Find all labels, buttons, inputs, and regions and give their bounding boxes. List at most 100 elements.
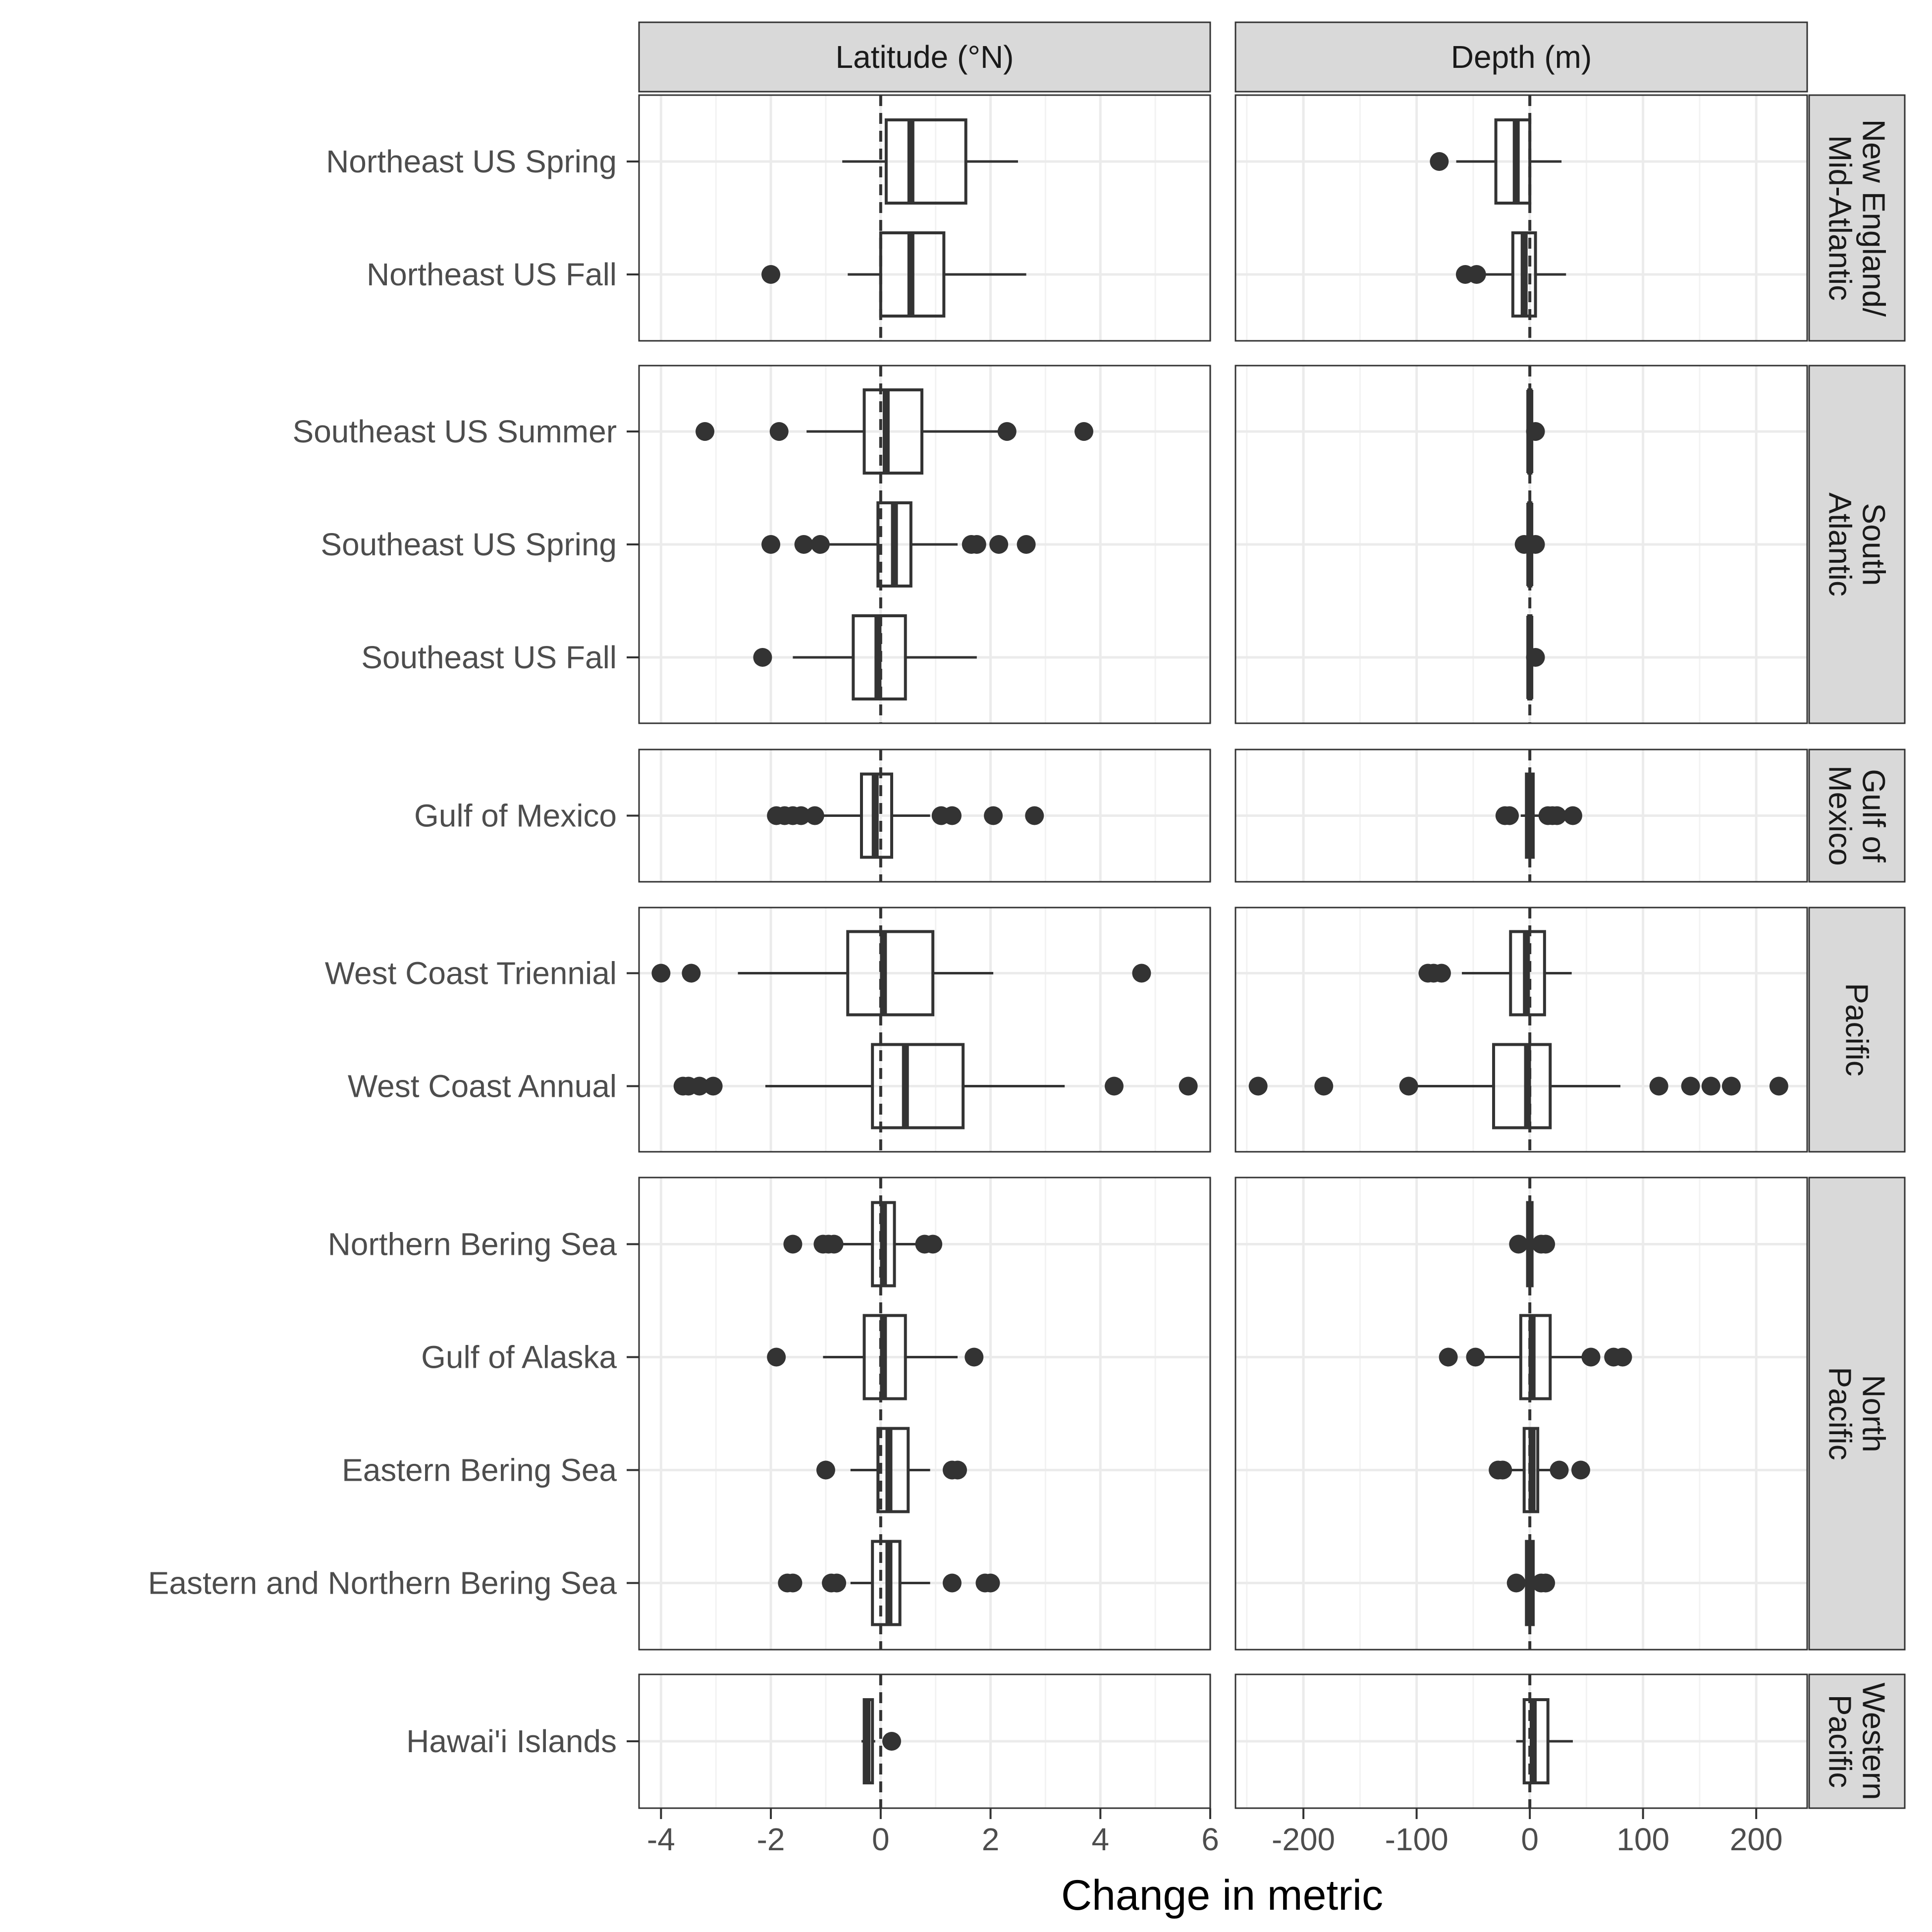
x-tick-label: 4 <box>1091 1822 1109 1857</box>
x-tick-label: -4 <box>647 1822 675 1857</box>
outlier-point <box>1681 1076 1700 1096</box>
y-tick-label: Northeast US Spring <box>326 144 617 179</box>
row-strip-label: Pacific <box>1823 1695 1858 1788</box>
outlier-point <box>948 1460 967 1480</box>
outlier-point <box>997 422 1017 441</box>
outlier-point <box>1526 422 1545 441</box>
outlier-point <box>783 1234 803 1254</box>
row-strip-label: South <box>1856 503 1892 586</box>
row-strip <box>1808 907 1906 1153</box>
panel-border <box>638 907 1211 1153</box>
box-iqr <box>884 118 967 205</box>
outlier-point <box>882 1732 901 1751</box>
y-tick-label: Southeast US Summer <box>293 414 617 449</box>
x-tick-label: 0 <box>1521 1822 1539 1857</box>
row-strip <box>1808 94 1906 342</box>
x-axis-title: Change in metric <box>1061 1872 1383 1919</box>
outlier-point <box>816 1460 835 1480</box>
row-strip-label: Gulf of <box>1856 769 1892 862</box>
box-iqr <box>871 1043 965 1129</box>
outlier-point <box>794 535 813 554</box>
outlier-point <box>1132 964 1151 983</box>
outlier-point <box>1526 648 1545 667</box>
y-tick-label: West Coast Annual <box>348 1069 617 1104</box>
y-tick-label: Eastern and Northern Bering Sea <box>148 1565 617 1601</box>
outlier-point <box>792 806 811 825</box>
outlier-point <box>1467 265 1486 284</box>
outlier-point <box>1571 1460 1590 1480</box>
outlier-point <box>1536 1573 1556 1593</box>
outlier-point <box>1649 1076 1668 1096</box>
outlier-point <box>1439 1347 1458 1367</box>
row-strip <box>1808 1177 1906 1651</box>
outlier-point <box>690 1076 709 1096</box>
outlier-point <box>1179 1076 1198 1096</box>
outlier-point <box>1536 1234 1556 1254</box>
box-iqr <box>876 1427 910 1513</box>
panel-background <box>639 908 1210 1152</box>
row-strip-label: Mid-Atlantic <box>1823 135 1858 301</box>
x-tick-label: 6 <box>1201 1822 1219 1857</box>
panel-border <box>1234 94 1808 342</box>
row-strip-label: Atlantic <box>1823 492 1858 596</box>
outlier-point <box>1104 1076 1124 1096</box>
y-tick-label: Northeast US Fall <box>367 257 617 292</box>
outlier-point <box>783 1573 803 1593</box>
panel-border <box>1234 749 1808 883</box>
y-tick-label: Gulf of Mexico <box>414 798 617 834</box>
outlier-point <box>1074 422 1094 441</box>
outlier-point <box>942 806 962 825</box>
x-tick-label: 2 <box>982 1822 1000 1857</box>
outlier-point <box>761 265 781 284</box>
x-tick-label: 0 <box>872 1822 890 1857</box>
x-tick-label: 100 <box>1616 1822 1669 1857</box>
outlier-point <box>769 422 789 441</box>
x-tick-label: -2 <box>757 1822 785 1857</box>
chart-layer: Latitude (°N) Depth (m) Northeast US Sprin… <box>148 21 1906 1857</box>
outlier-point <box>942 1573 962 1593</box>
row-strip-label: New England/ <box>1856 119 1892 317</box>
column-strip <box>1234 21 1808 93</box>
x-tick-label: -100 <box>1385 1822 1449 1857</box>
outlier-point <box>767 1347 786 1367</box>
outlier-point <box>967 535 986 554</box>
outlier-point <box>965 1347 984 1367</box>
outlier-point <box>1550 1460 1569 1480</box>
outlier-point <box>1506 1573 1526 1593</box>
row-strip <box>1808 749 1906 883</box>
outlier-point <box>1581 1347 1601 1367</box>
outlier-point <box>1721 1076 1741 1096</box>
row-strip <box>1808 365 1906 724</box>
outlier-point <box>1563 806 1582 825</box>
y-tick-label: Eastern Bering Sea <box>342 1452 617 1488</box>
panel-background <box>1235 908 1807 1152</box>
outlier-point <box>1769 1076 1788 1096</box>
outlier-point <box>923 1234 943 1254</box>
outlier-point <box>703 1076 723 1096</box>
outlier-point <box>827 1573 847 1593</box>
y-tick-label: Southeast US Fall <box>361 640 617 675</box>
box-iqr <box>846 930 935 1017</box>
outlier-point <box>1701 1076 1720 1096</box>
column-strip-label: Latitude (°N) <box>836 39 1014 75</box>
row-strip-label: Pacific <box>1823 1367 1858 1460</box>
row-strip-label: North <box>1856 1375 1892 1452</box>
outlier-point <box>651 964 671 983</box>
outlier-point <box>761 535 781 554</box>
row-strip <box>1808 1673 1906 1809</box>
panel-border <box>1234 365 1808 724</box>
outlier-point <box>1526 535 1545 554</box>
outlier-point <box>824 1234 844 1254</box>
outlier-point <box>810 535 830 554</box>
outlier-point <box>1466 1347 1485 1367</box>
outlier-point <box>696 422 715 441</box>
panel-border <box>1234 907 1808 1153</box>
panel-background <box>1235 1178 1807 1650</box>
y-tick-label: Southeast US Spring <box>321 527 617 562</box>
outlier-point <box>1432 964 1451 983</box>
outlier-point <box>1314 1076 1334 1096</box>
outlier-point <box>984 806 1003 825</box>
outlier-point <box>805 806 824 825</box>
outlier-point <box>682 964 701 983</box>
